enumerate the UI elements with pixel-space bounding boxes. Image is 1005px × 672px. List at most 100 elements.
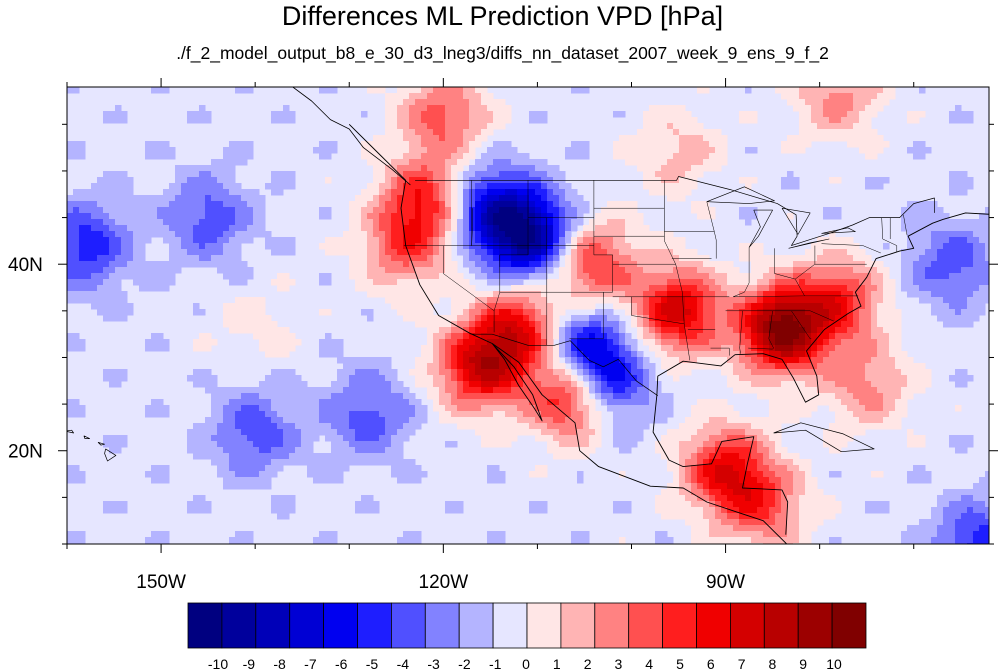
- vpd-cell: [193, 375, 200, 382]
- vpd-cell: [277, 171, 284, 178]
- vpd-cell: [397, 279, 404, 286]
- vpd-cell: [433, 195, 440, 202]
- vpd-cell: [373, 417, 380, 424]
- vpd-cell: [883, 411, 890, 418]
- vpd-cell: [151, 147, 158, 154]
- vpd-cell: [973, 243, 980, 250]
- vpd-cell: [157, 213, 164, 220]
- vpd-cell: [511, 381, 518, 388]
- vpd-cell: [865, 183, 872, 190]
- vpd-cell: [277, 351, 284, 358]
- vpd-cell: [109, 255, 116, 262]
- vpd-cell: [631, 249, 638, 256]
- vpd-cell: [457, 393, 464, 400]
- vpd-cell: [289, 411, 296, 418]
- vpd-cell: [457, 87, 464, 94]
- vpd-cell: [859, 411, 866, 418]
- vpd-cell: [853, 123, 860, 130]
- vpd-cell: [115, 195, 122, 202]
- vpd-cell: [367, 381, 374, 388]
- vpd-cell: [769, 297, 776, 304]
- vpd-cell: [223, 243, 230, 250]
- vpd-cell: [403, 129, 410, 136]
- vpd-cell: [601, 327, 608, 334]
- vpd-cell: [67, 255, 74, 262]
- vpd-cell: [943, 219, 950, 226]
- vpd-cell: [385, 177, 392, 184]
- vpd-cell: [205, 225, 212, 232]
- vpd-cell: [709, 141, 716, 148]
- vpd-cell: [175, 237, 182, 244]
- vpd-cell: [937, 309, 944, 316]
- vpd-cell: [481, 261, 488, 268]
- vpd-cell: [475, 249, 482, 256]
- vpd-cell: [871, 135, 878, 142]
- vpd-cell: [409, 243, 416, 250]
- vpd-cell: [373, 135, 380, 142]
- vpd-cell: [565, 261, 572, 268]
- vpd-cell: [691, 117, 698, 124]
- vpd-cell: [487, 117, 494, 124]
- vpd-cell: [721, 327, 728, 334]
- vpd-cell: [793, 279, 800, 286]
- vpd-cell: [757, 381, 764, 388]
- vpd-cell: [859, 99, 866, 106]
- vpd-cell: [463, 261, 470, 268]
- vpd-cell: [415, 309, 422, 316]
- vpd-cell: [151, 225, 158, 232]
- vpd-cell: [343, 393, 350, 400]
- vpd-cell: [343, 231, 350, 238]
- vpd-cell: [697, 135, 704, 142]
- vpd-cell: [409, 129, 416, 136]
- vpd-cell: [841, 315, 848, 322]
- vpd-cell: [331, 237, 338, 244]
- vpd-cell: [367, 219, 374, 226]
- vpd-cell: [913, 279, 920, 286]
- vpd-cell: [889, 375, 896, 382]
- vpd-cell: [553, 225, 560, 232]
- vpd-cell: [547, 333, 554, 340]
- vpd-cell: [871, 141, 878, 148]
- vpd-cell: [229, 231, 236, 238]
- vpd-cell: [229, 387, 236, 394]
- vpd-cell: [115, 177, 122, 184]
- vpd-cell: [733, 273, 740, 280]
- vpd-cell: [781, 267, 788, 274]
- vpd-cell: [793, 273, 800, 280]
- vpd-cell: [427, 345, 434, 352]
- vpd-cell: [709, 327, 716, 334]
- vpd-cell: [271, 327, 278, 334]
- vpd-cell: [505, 399, 512, 406]
- vpd-cell: [673, 237, 680, 244]
- vpd-cell: [67, 237, 74, 244]
- vpd-cell: [361, 381, 368, 388]
- vpd-cell: [985, 297, 989, 304]
- vpd-cell: [541, 321, 548, 328]
- vpd-cell: [835, 315, 842, 322]
- vpd-cell: [373, 249, 380, 256]
- vpd-cell: [841, 237, 848, 244]
- vpd-cell: [589, 345, 596, 352]
- vpd-cell: [913, 369, 920, 376]
- vpd-cell: [265, 237, 272, 244]
- vpd-cell: [247, 153, 254, 160]
- vpd-cell: [919, 207, 926, 214]
- vpd-cell: [187, 165, 194, 172]
- vpd-cell: [121, 177, 128, 184]
- vpd-cell: [271, 339, 278, 346]
- vpd-cell: [739, 285, 746, 292]
- vpd-cell: [109, 237, 116, 244]
- vpd-cell: [157, 333, 164, 340]
- vpd-cell: [529, 327, 536, 334]
- vpd-cell: [715, 165, 722, 172]
- vpd-cell: [775, 411, 782, 418]
- vpd-cell: [871, 285, 878, 292]
- vpd-cell: [475, 159, 482, 166]
- vpd-cell: [967, 375, 974, 382]
- vpd-cell: [637, 411, 644, 418]
- vpd-cell: [619, 291, 626, 298]
- vpd-cell: [835, 345, 842, 352]
- vpd-cell: [391, 147, 398, 154]
- vpd-cell: [283, 375, 290, 382]
- vpd-cell: [541, 261, 548, 268]
